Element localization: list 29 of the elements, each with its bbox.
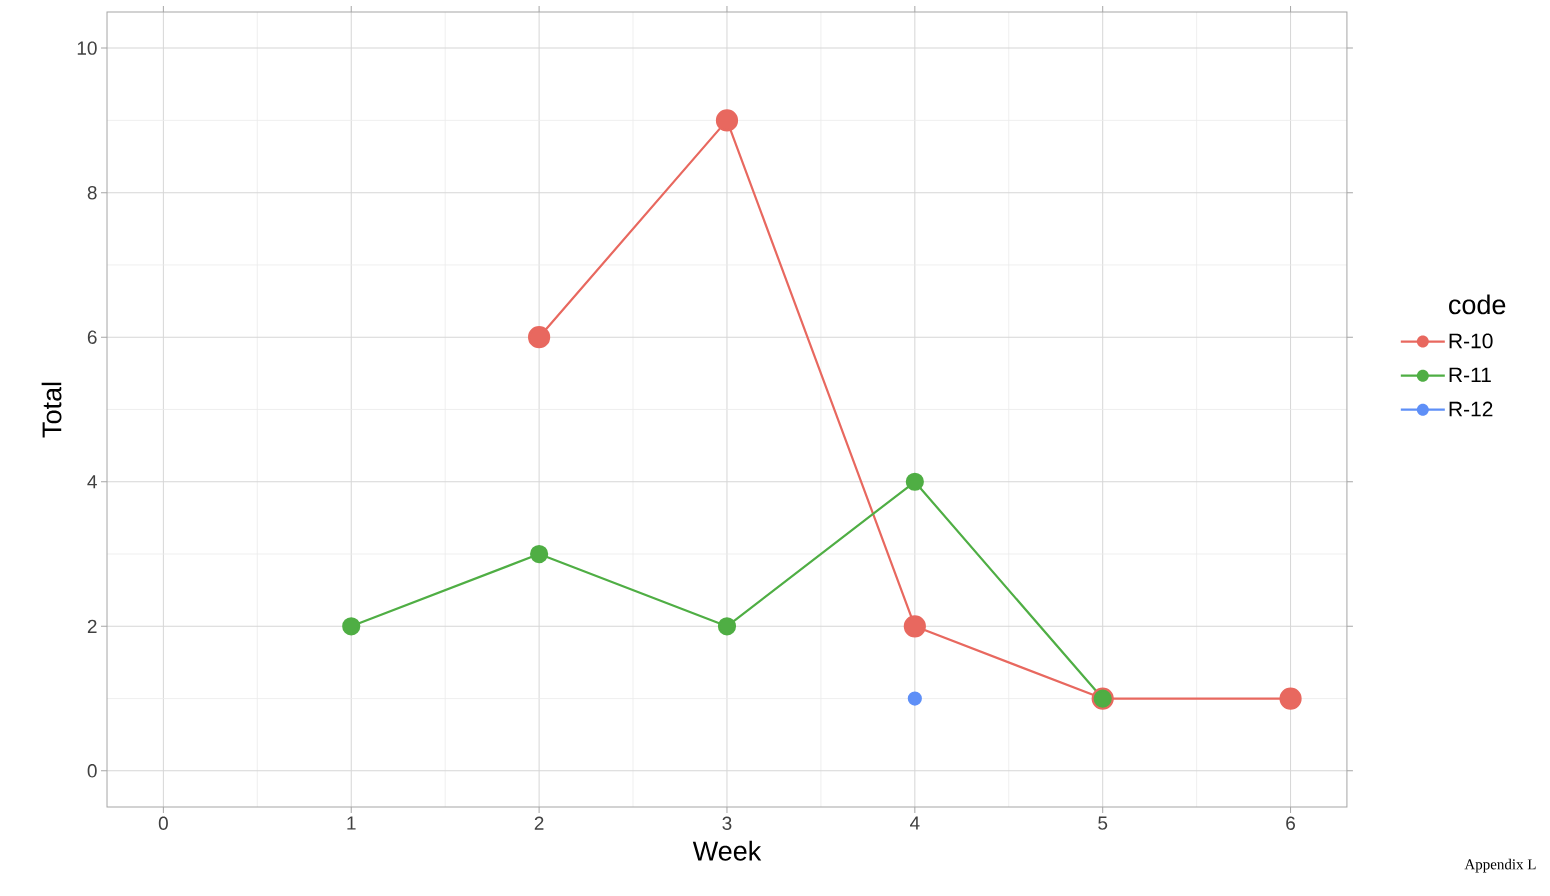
point (342, 617, 361, 636)
x-tick-label: 2 (534, 816, 544, 830)
point (1279, 687, 1302, 710)
x-tick-label: 1 (347, 816, 356, 830)
legend-label: R-10 (1449, 333, 1493, 349)
x-axis-title: Week (692, 840, 762, 861)
y-tick-label: 6 (87, 330, 97, 344)
point (528, 326, 551, 349)
text: Appendix L (1464, 858, 1536, 873)
y-tick-label: 8 (87, 185, 97, 200)
y-axis-title: Total (41, 382, 62, 438)
y-tick-label: 2 (87, 619, 97, 633)
x-tick-label: 0 (158, 816, 168, 830)
x-tick-label: 4 (909, 816, 920, 830)
x-tick-label: 6 (1286, 816, 1296, 830)
point (903, 615, 926, 638)
y-tick-label: 10 (77, 41, 97, 55)
point (905, 472, 924, 491)
x-tick-label: 5 (1098, 816, 1108, 830)
legend-title: code (1449, 294, 1506, 315)
point (530, 544, 549, 564)
legend-label: R-11 (1449, 367, 1491, 383)
legend-label: R-12 (1449, 401, 1493, 417)
point (715, 109, 739, 132)
point (907, 691, 922, 706)
point (717, 617, 737, 636)
y-tick-label: 0 (87, 764, 97, 778)
y-tick-label: 4 (87, 475, 97, 489)
x-tick-label: 3 (722, 816, 732, 830)
